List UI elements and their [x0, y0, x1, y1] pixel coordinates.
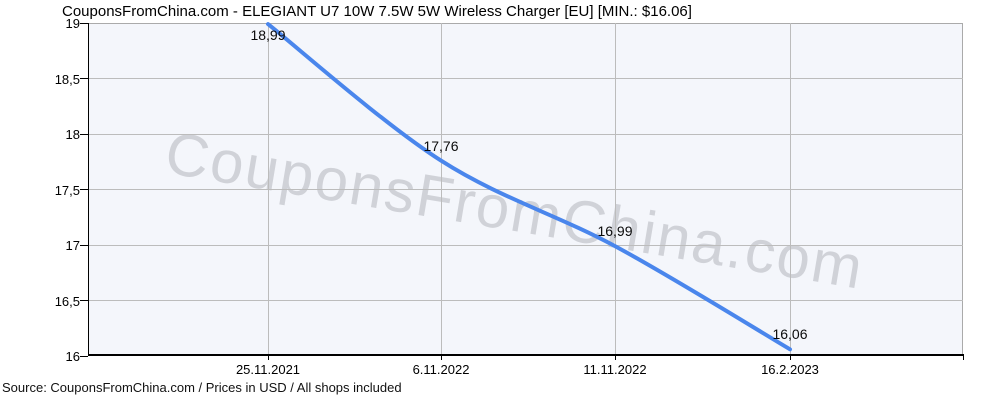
y-axis-label: 17: [65, 238, 80, 253]
v-gridline: [615, 23, 616, 356]
h-gridline: [88, 78, 963, 79]
v-gridline: [268, 23, 269, 356]
data-point-label: 16,06: [772, 326, 808, 343]
h-gridline: [88, 133, 963, 135]
h-gridline: [88, 300, 963, 301]
y-axis-tick: [80, 78, 88, 79]
y-axis-line: [88, 23, 89, 356]
x-axis-end-tick: [963, 356, 964, 360]
y-axis-label: 18,5: [54, 71, 80, 87]
x-axis-line: [88, 354, 964, 356]
y-axis-label: 19: [65, 16, 80, 31]
price-line-chart: [266, 22, 792, 352]
x-axis-label: 6.11.2022: [412, 362, 470, 377]
y-axis-label: 16: [65, 349, 80, 364]
v-gridline: [441, 23, 442, 356]
y-axis-tick: [80, 133, 88, 135]
chart-footer: Source: CouponsFromChina.com / Prices in…: [2, 380, 402, 395]
x-axis-tick: [790, 356, 791, 360]
y-axis-label: 16,5: [54, 293, 80, 309]
chart-title: CouponsFromChina.com - ELEGIANT U7 10W 7…: [62, 3, 692, 20]
y-axis-tick: [80, 355, 88, 357]
x-axis-tick: [441, 356, 442, 360]
h-gridline: [88, 189, 963, 190]
x-axis-tick: [615, 356, 616, 360]
y-axis-label: 17,5: [54, 182, 80, 198]
x-axis-tick: [268, 356, 269, 360]
x-axis-label: 16.2.2023: [761, 362, 819, 377]
y-axis-tick: [80, 244, 88, 246]
data-point-label: 17,76: [423, 137, 459, 154]
y-axis-label: 18: [65, 127, 80, 142]
y-axis-tick: [80, 189, 88, 190]
v-gridline: [790, 23, 791, 356]
y-axis-tick: [80, 22, 88, 24]
h-gridline: [88, 244, 963, 246]
price-line: [266, 22, 792, 352]
data-point-label: 16,99: [597, 223, 633, 240]
x-axis-label: 25.11.2021: [235, 362, 301, 377]
data-point-label: 18,99: [250, 27, 286, 44]
x-axis-label: 11.11.2022: [583, 362, 647, 377]
y-axis-tick: [80, 300, 88, 301]
